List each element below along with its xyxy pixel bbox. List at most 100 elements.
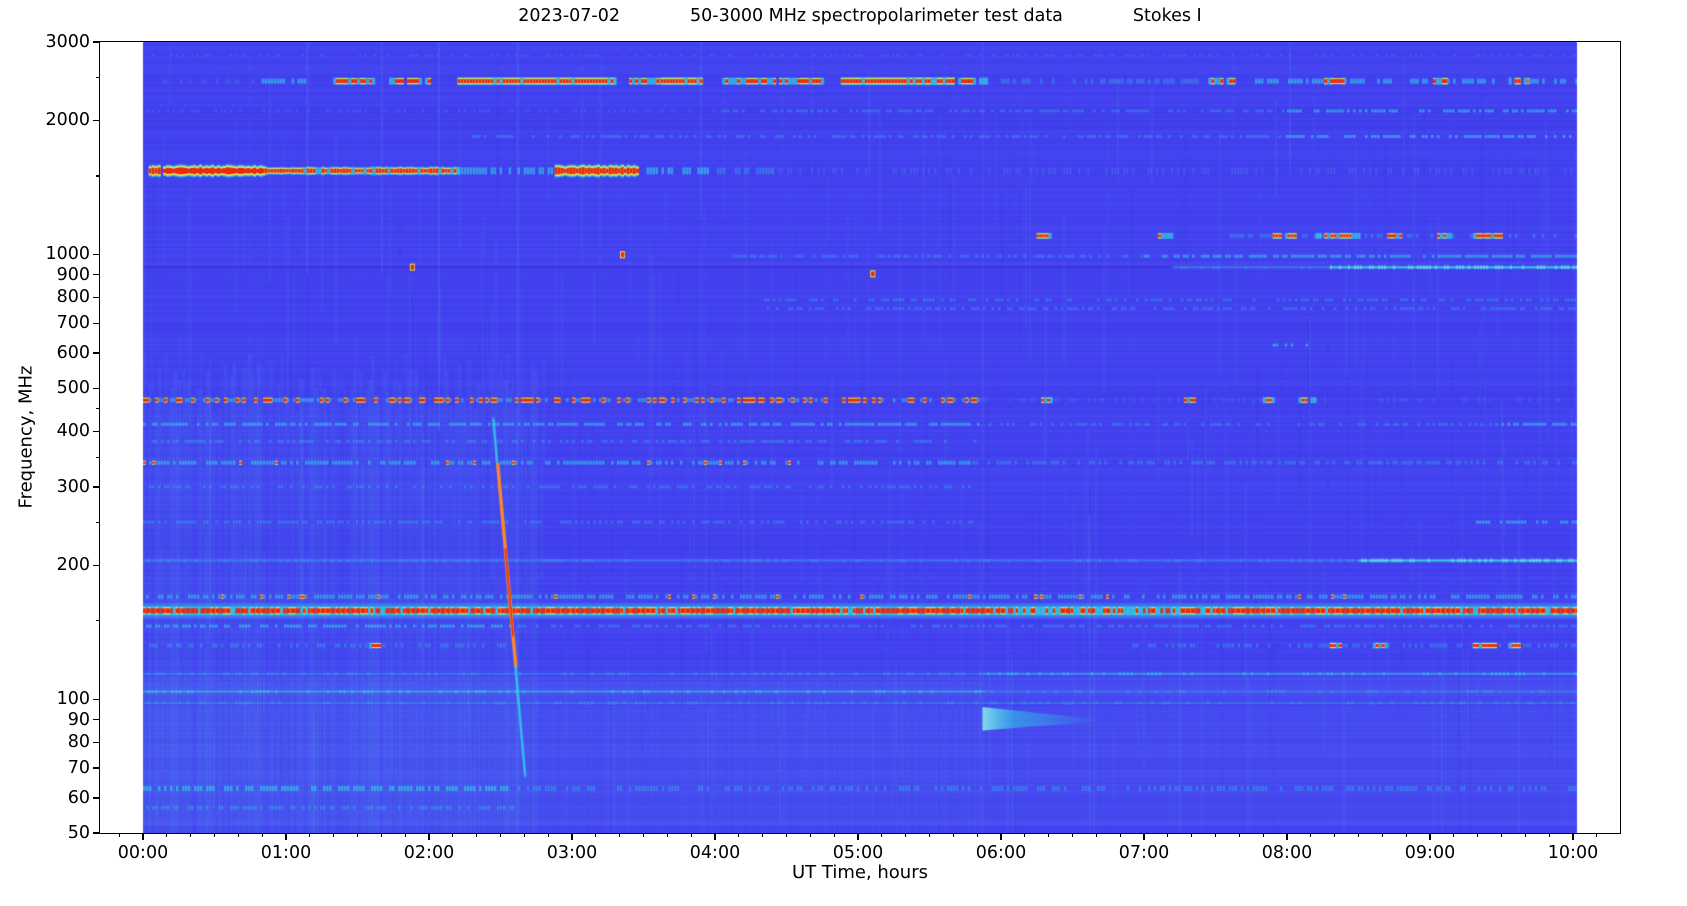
x-minor-tick	[881, 833, 883, 837]
x-tick	[1429, 833, 1431, 840]
y-tick-label: 400	[56, 421, 90, 442]
x-minor-tick	[928, 833, 931, 837]
x-tick-label: 08:00	[1261, 843, 1313, 863]
y-tick-label: 300	[56, 476, 90, 497]
y-tick-label: 50	[67, 823, 90, 844]
x-minor-tick	[1167, 833, 1169, 837]
y-tick	[93, 832, 100, 834]
x-tick	[285, 833, 287, 840]
x-minor-tick	[595, 833, 597, 837]
x-minor-tick	[976, 833, 978, 837]
y-tick-label: 70	[67, 758, 90, 779]
y-tick	[93, 718, 100, 721]
x-minor-tick	[166, 833, 168, 837]
y-minor-tick	[96, 456, 100, 458]
x-tick	[571, 833, 573, 840]
x-minor-tick	[356, 833, 359, 837]
x-tick	[1572, 833, 1574, 840]
x-minor-tick	[1524, 833, 1526, 837]
x-minor-tick	[1238, 833, 1240, 837]
x-tick-label: 02:00	[403, 843, 455, 863]
x-minor-tick	[118, 833, 120, 837]
y-tick-label: 60	[67, 787, 90, 808]
x-minor-tick	[1310, 833, 1312, 837]
y-minor-tick	[96, 407, 100, 410]
x-minor-tick	[1453, 833, 1455, 837]
x-tick	[714, 833, 716, 840]
x-tick-label: 03:00	[546, 843, 598, 863]
y-tick	[93, 41, 100, 43]
x-minor-tick	[833, 833, 835, 837]
y-tick-label: 600	[56, 342, 90, 363]
title-main: 50-3000 MHz spectropolarimeter test data	[689, 6, 1063, 26]
x-minor-tick	[785, 833, 788, 837]
x-minor-tick	[309, 833, 311, 837]
x-minor-tick	[952, 833, 954, 837]
title-date: 2023-07-02	[518, 6, 620, 26]
x-minor-tick	[1334, 833, 1336, 837]
title-stokes: Stokes I	[1132, 6, 1202, 26]
x-minor-tick	[1095, 833, 1097, 837]
y-tick-label: 80	[67, 732, 90, 753]
x-minor-tick	[1214, 833, 1217, 837]
y-tick	[93, 767, 100, 769]
y-tick	[93, 253, 100, 255]
x-minor-tick	[809, 833, 811, 837]
y-tick	[93, 296, 100, 299]
x-tick-label: 01:00	[260, 843, 312, 863]
x-tick-label: 00:00	[117, 843, 169, 863]
x-tick	[428, 833, 430, 840]
x-tick-label: 07:00	[1118, 843, 1170, 863]
y-tick-label: 900	[56, 264, 90, 285]
x-minor-tick	[666, 833, 668, 837]
x-minor-tick	[1500, 833, 1503, 837]
x-minor-tick	[1357, 833, 1360, 837]
x-tick	[1286, 833, 1288, 840]
x-minor-tick	[333, 833, 335, 837]
y-axis-label: Frequency, MHz	[15, 365, 37, 509]
y-tick	[93, 352, 100, 354]
x-minor-tick	[404, 833, 406, 837]
x-minor-tick	[1405, 833, 1407, 837]
x-minor-tick	[642, 833, 645, 837]
x-axis-label: UT Time, hours	[792, 862, 928, 883]
x-minor-tick	[1477, 833, 1479, 837]
y-tick-label: 800	[56, 287, 90, 308]
x-minor-tick	[547, 833, 549, 837]
x-tick-label: 10:00	[1547, 843, 1599, 863]
x-minor-tick	[762, 833, 764, 837]
y-tick-label: 700	[56, 313, 90, 334]
x-minor-tick	[380, 833, 382, 837]
y-tick-label: 100	[56, 689, 90, 710]
y-tick-label: 90	[67, 709, 90, 730]
x-minor-tick	[499, 833, 502, 837]
x-minor-tick	[619, 833, 621, 837]
y-tick	[93, 486, 100, 488]
x-minor-tick	[190, 833, 192, 837]
y-minor-tick	[96, 76, 100, 78]
y-tick	[93, 564, 100, 566]
y-tick	[93, 797, 100, 799]
x-minor-tick	[1071, 833, 1074, 837]
y-tick	[93, 430, 100, 432]
y-tick-label: 1000	[45, 244, 90, 265]
y-tick	[93, 387, 100, 389]
x-minor-tick	[905, 833, 907, 837]
x-tick	[857, 833, 859, 840]
x-minor-tick	[1548, 833, 1550, 837]
y-tick-label: 2000	[45, 110, 90, 131]
y-tick-label: 500	[56, 378, 90, 399]
x-minor-tick	[1262, 833, 1264, 837]
y-tick	[93, 322, 100, 324]
y-minor-tick	[96, 620, 100, 622]
y-tick	[93, 698, 100, 700]
y-tick-label: 3000	[45, 32, 90, 52]
x-minor-tick	[1024, 833, 1026, 837]
x-minor-tick	[523, 833, 525, 837]
x-minor-tick	[452, 833, 454, 837]
x-tick	[142, 833, 144, 840]
x-tick	[1143, 833, 1145, 840]
x-minor-tick	[1119, 833, 1121, 837]
x-tick	[1000, 833, 1002, 840]
